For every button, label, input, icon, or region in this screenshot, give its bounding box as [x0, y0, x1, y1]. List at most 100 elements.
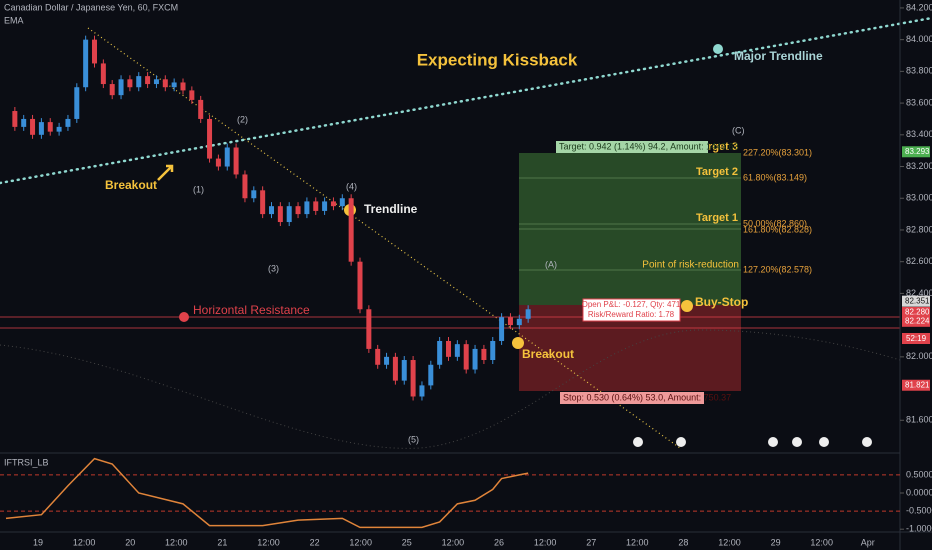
- candle: [304, 201, 310, 215]
- candle: [118, 79, 124, 96]
- annotation: Breakout: [105, 178, 157, 192]
- candle: [384, 356, 390, 365]
- candle: [92, 39, 97, 64]
- x-tick-label: 12:00: [73, 537, 96, 547]
- candle: [215, 158, 221, 167]
- annotation: Breakout: [522, 347, 574, 361]
- annotation: Major Trendline: [734, 49, 823, 63]
- candle: [463, 344, 469, 370]
- candle: [233, 147, 239, 175]
- x-tick-label: 28: [678, 537, 688, 547]
- candle: [171, 82, 177, 88]
- candle: [313, 201, 319, 211]
- symbol: Canadian Dollar / Japanese Yen, 60, FXCM: [4, 2, 178, 12]
- trendline-point: [713, 44, 723, 54]
- price-tag-label: 82.224: [905, 316, 930, 325]
- x-tick-label: 12:00: [626, 537, 649, 547]
- x-tick-label: 22: [310, 537, 320, 547]
- wave-label: (2): [237, 114, 248, 124]
- candle: [348, 198, 354, 262]
- x-tick-label: 19: [33, 537, 43, 547]
- x-tick-label: 25: [402, 537, 412, 547]
- y-tick-label: 84.200: [906, 2, 932, 12]
- candle: [224, 147, 230, 167]
- candle: [153, 79, 159, 85]
- candle: [198, 99, 204, 119]
- fib-label: 161.80%(82.828): [743, 224, 812, 234]
- breakout-dot: [512, 337, 524, 349]
- fib-label: 127.20%(82.578): [743, 264, 812, 274]
- price-tag-label: 81.821: [905, 380, 930, 389]
- fib-lines: [519, 177, 741, 271]
- x-tick-label: Apr: [861, 537, 875, 547]
- annotation: Buy-Stop: [695, 295, 748, 309]
- pnl-tag: [582, 298, 681, 322]
- candle: [392, 356, 398, 381]
- annotation: Horizontal Resistance: [193, 303, 310, 317]
- price-tag-label: 82.351: [905, 296, 930, 305]
- x-tick-label: 12:00: [165, 537, 188, 547]
- candle: [56, 126, 62, 132]
- candle: [428, 364, 434, 386]
- x-tick-label: 12:00: [349, 537, 372, 547]
- y-tick-label: 83.200: [906, 161, 932, 171]
- fib-label: 50.00%(82.860): [743, 218, 807, 228]
- wave-label: (4): [346, 181, 357, 191]
- candle: [145, 76, 151, 85]
- candle: [366, 309, 372, 349]
- candle: [525, 309, 531, 319]
- major-trendline: [0, 16, 932, 185]
- y-tick-label: 82.600: [906, 256, 932, 266]
- wave-label: (1): [193, 184, 204, 194]
- stop-label: Stop: 0.530 (0.64%) 53.0, Amount: 750.37: [563, 392, 731, 402]
- y-tick-label: 82.800: [906, 224, 932, 234]
- price-tag-label: 82.280: [905, 308, 930, 317]
- candle: [109, 84, 115, 96]
- y-tick-label: 83.600: [906, 97, 932, 107]
- candle: [277, 206, 283, 223]
- candle: [47, 122, 53, 132]
- candle: [454, 344, 460, 357]
- y-tick-label: 82.400: [906, 288, 932, 298]
- candle: [21, 118, 27, 127]
- candle: [162, 79, 168, 88]
- buystop-dot: [681, 300, 693, 312]
- countdown: 52:19: [906, 334, 927, 343]
- y-tick-label: 83.400: [906, 129, 932, 139]
- wave-label: (3): [268, 263, 279, 273]
- candle: [330, 201, 336, 207]
- breakout-arrow: [157, 164, 174, 181]
- indicator-line: [5, 457, 529, 529]
- rr-label: Risk/Reward Ratio: 1.78: [588, 310, 675, 319]
- candle: [446, 340, 451, 357]
- fib-label: 227.20%(83.301): [743, 147, 812, 157]
- candle: [30, 118, 36, 135]
- y-tick-label: 84.000: [906, 34, 932, 44]
- y-tick-label: 82.000: [906, 351, 932, 361]
- price-tag: [902, 379, 930, 391]
- candle: [339, 198, 345, 207]
- x-tick-label: 26: [494, 537, 504, 547]
- study: EMA: [4, 15, 24, 25]
- candle: [12, 111, 18, 127]
- candle: [357, 261, 363, 310]
- indicator-name: IFTRSI_LB: [4, 457, 49, 467]
- x-tick-label: 27: [586, 537, 596, 547]
- wave-label: (A): [545, 259, 557, 269]
- candle: [419, 385, 425, 397]
- x-tick-label: 12:00: [442, 537, 465, 547]
- x-tick-label: 12:00: [534, 537, 557, 547]
- x-tick-label: 12:00: [810, 537, 833, 547]
- pnl-label: Open P&L: -0.127, Qty: 471: [582, 300, 681, 309]
- y-tick-label: 0.5000: [906, 469, 932, 479]
- candle: [207, 118, 213, 159]
- x-tick-label: 21: [217, 537, 227, 547]
- candle: [410, 360, 416, 397]
- candle: [472, 348, 478, 370]
- resistance-dot: [179, 312, 189, 322]
- annotation: Trendline: [364, 202, 418, 216]
- level-label: Target 2: [696, 166, 738, 178]
- candle: [180, 82, 186, 91]
- candle: [490, 340, 496, 361]
- candle: [499, 317, 505, 341]
